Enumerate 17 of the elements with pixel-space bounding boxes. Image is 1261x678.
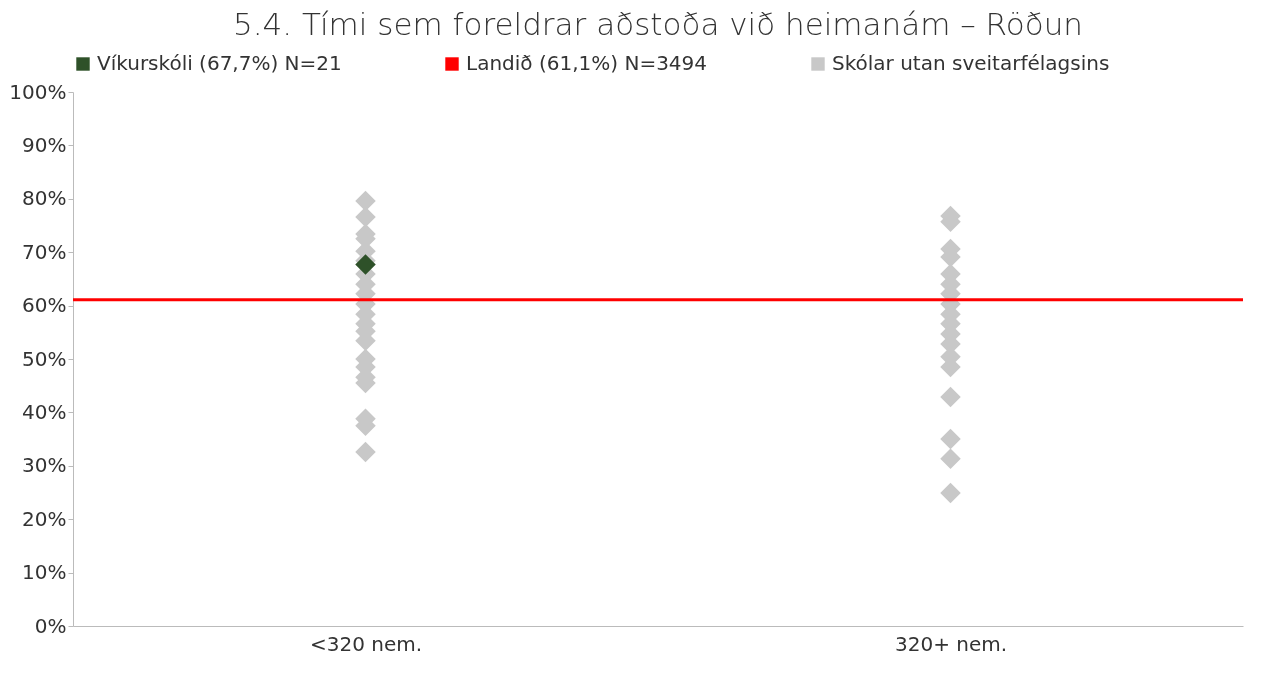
y-tick-label: 70%	[22, 239, 67, 264]
y-tick-label: 90%	[22, 132, 67, 157]
legend-label: Landið (61,1%) N=3494	[466, 51, 708, 75]
y-tick-label: 10%	[22, 560, 67, 585]
legend-label: Víkurskóli (67,7%) N=21	[97, 51, 342, 75]
x-tick-label: <320 nem.	[309, 631, 423, 656]
y-tick-label: 20%	[22, 506, 67, 531]
y-tick-label: 30%	[22, 453, 67, 478]
y-tick-label: 60%	[22, 293, 67, 318]
y-tick-label: 0%	[34, 613, 67, 638]
y-tick-label: 50%	[22, 346, 67, 371]
y-tick-label: 80%	[22, 186, 67, 211]
chart-title: 5.4. Tími sem foreldrar aðstoða við heimanám – Röðun	[233, 6, 1083, 42]
x-tick-label: 320+ nem.	[894, 631, 1008, 656]
y-tick-label: 100%	[9, 79, 67, 104]
y-tick-label: 40%	[22, 399, 67, 424]
legend-label: Skólar utan sveitarfélagsins	[832, 51, 1110, 75]
